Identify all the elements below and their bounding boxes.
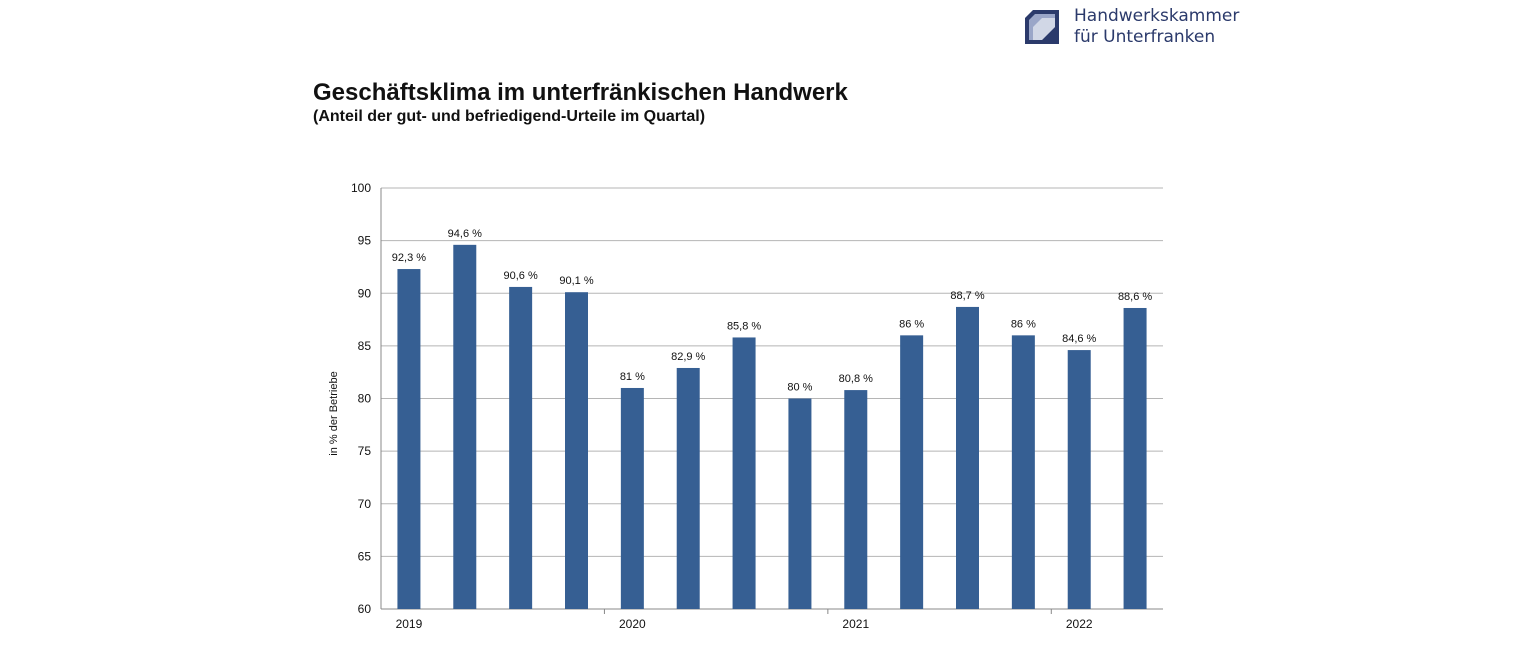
data-label: 86 % <box>1011 318 1036 330</box>
hwk-logo: Handwerkskammer für Unterfranken <box>1024 6 1239 48</box>
logo-line-1: Handwerkskammer <box>1074 6 1240 26</box>
bar <box>788 398 812 609</box>
data-label: 84,6 % <box>1062 333 1096 345</box>
y-tick-label: 85 <box>358 339 372 353</box>
bar <box>453 244 477 609</box>
y-tick-label: 95 <box>358 234 372 248</box>
bar <box>565 292 588 609</box>
y-tick-label: 70 <box>358 497 372 511</box>
bar <box>676 367 700 609</box>
logo-text: Handwerkskammer für Unterfranken <box>1074 6 1239 48</box>
hwk-logo-icon <box>1025 10 1059 44</box>
y-tick-label: 90 <box>358 286 372 300</box>
x-tick-label: 2022 <box>1066 617 1093 631</box>
chart-title: Geschäftsklima im unterfränkischen Handw… <box>313 79 848 106</box>
x-tick-label: 2020 <box>619 617 646 631</box>
x-tick-label: 2021 <box>842 617 869 631</box>
y-tick-label: 65 <box>358 549 372 563</box>
bar <box>509 286 533 609</box>
data-label: 88,7 % <box>950 290 984 302</box>
data-label: 80 % <box>787 382 812 394</box>
y-tick-label: 80 <box>358 392 372 406</box>
bar <box>397 269 421 609</box>
y-axis-label: in % der Betriebe <box>328 371 340 455</box>
bar <box>732 337 756 609</box>
logo-line-2: für Unterfranken <box>1074 27 1216 47</box>
data-label: 92,3 % <box>392 252 426 264</box>
bar <box>1011 335 1035 609</box>
bar <box>844 390 868 609</box>
y-tick-label: 100 <box>351 181 371 195</box>
data-label: 85,8 % <box>727 320 761 332</box>
y-tick-label: 75 <box>358 444 372 458</box>
data-label: 90,1 % <box>559 275 593 287</box>
data-label: 80,8 % <box>839 373 873 385</box>
data-label: 82,9 % <box>671 351 705 363</box>
bar <box>900 335 924 609</box>
data-label: 88,6 % <box>1118 291 1152 303</box>
bar <box>620 387 644 609</box>
y-tick-label: 60 <box>358 602 372 616</box>
bar <box>1067 350 1091 609</box>
data-label: 90,6 % <box>504 270 538 282</box>
bar <box>1123 307 1147 609</box>
data-label: 86 % <box>899 318 924 330</box>
bar <box>956 306 979 609</box>
x-tick-label: 2019 <box>396 617 423 631</box>
chart-subtitle: (Anteil der gut- und befriedigend-Urteil… <box>313 108 706 125</box>
data-label: 94,6 % <box>448 228 482 240</box>
data-label: 81 % <box>620 371 645 383</box>
